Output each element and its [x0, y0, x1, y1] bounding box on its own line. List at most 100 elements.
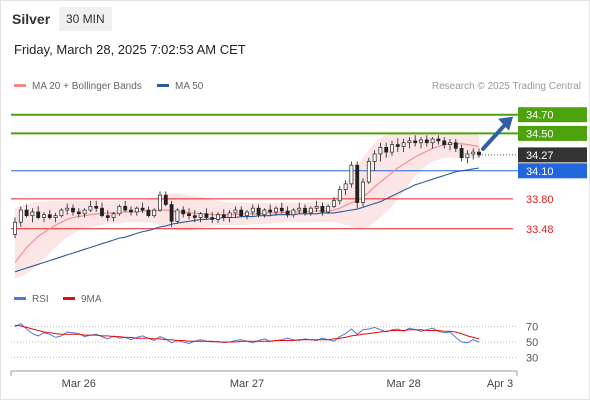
candle: [332, 196, 336, 209]
candle-body: [250, 207, 255, 213]
candle: [47, 210, 52, 220]
candle: [30, 208, 35, 223]
candle: [18, 206, 23, 227]
candle: [465, 150, 470, 164]
candle: [169, 200, 174, 227]
legend-rsi-ma-swatch: [63, 296, 75, 300]
candle-body: [407, 140, 412, 144]
legend-ma20: MA 20 + Bollinger Bands: [14, 81, 142, 92]
candle-body: [401, 142, 406, 147]
candle: [297, 202, 302, 214]
legend-ma50-label: MA 50: [175, 81, 204, 92]
candle-body: [233, 209, 238, 214]
candle: [256, 204, 261, 218]
candle: [372, 150, 377, 171]
candle: [111, 211, 116, 222]
candle: [378, 142, 383, 162]
candle: [221, 209, 226, 222]
x-tick-label: Apr 3: [487, 378, 513, 390]
candle: [187, 208, 191, 220]
candle: [355, 161, 360, 209]
level-label-34.27: 34.27: [526, 150, 554, 162]
candle-body: [129, 209, 133, 213]
candle-body: [314, 205, 319, 209]
candle-body: [13, 221, 17, 235]
candle-body: [169, 204, 174, 222]
candle-body: [320, 205, 325, 213]
candle: [361, 178, 365, 207]
candle: [36, 206, 41, 220]
candle: [245, 210, 249, 220]
candle: [274, 206, 278, 216]
candle-body: [297, 207, 302, 211]
candle-body: [53, 215, 58, 218]
level-label-34.70: 34.70: [526, 110, 554, 122]
candle-body: [30, 211, 35, 217]
candle-body: [413, 140, 418, 144]
candle-body: [71, 207, 75, 213]
candle-body: [42, 214, 46, 218]
candle-body: [187, 213, 191, 217]
candle: [413, 135, 418, 147]
x-tick-label: Mar 26: [62, 378, 96, 390]
level-tag-34.50: [518, 125, 587, 141]
candle-body: [279, 207, 284, 212]
candle: [390, 140, 394, 156]
candle-body: [291, 209, 296, 216]
candle: [227, 210, 232, 223]
candle: [204, 208, 209, 220]
candle-body: [175, 209, 180, 222]
candle: [430, 137, 435, 149]
candle-body: [65, 207, 70, 211]
candle-body: [349, 164, 354, 185]
legend-rsi-swatch: [14, 296, 26, 300]
timeframe-badge[interactable]: 30 MIN: [59, 7, 112, 31]
x-tick-label: Mar 27: [230, 378, 264, 390]
candle: [134, 206, 139, 216]
candle: [13, 217, 17, 239]
candle-body: [442, 140, 447, 145]
legend-rsi-ma: 9MA: [63, 294, 102, 305]
candle-body: [465, 153, 470, 159]
candle: [53, 212, 58, 223]
candle-body: [94, 205, 99, 209]
level-tag-34.70: [518, 107, 587, 123]
candle-body: [192, 215, 197, 218]
candle: [117, 204, 122, 216]
candle-body: [477, 151, 481, 156]
candle: [262, 208, 267, 218]
timestamp: Friday, March 28, 2025 7:02:53 AM CET: [14, 42, 246, 57]
candle: [459, 144, 464, 162]
candle-body: [390, 144, 394, 153]
level-label-33.80: 33.80: [526, 194, 554, 206]
candle-body: [256, 207, 261, 216]
candle-body: [245, 211, 249, 217]
level-tag-34.27: [518, 147, 587, 163]
candle: [59, 208, 64, 218]
candle: [239, 206, 244, 218]
candle: [163, 191, 168, 207]
rsi-tick-label: 30: [526, 352, 538, 364]
candle-body: [24, 209, 29, 217]
candle-body: [326, 205, 331, 213]
candle: [250, 204, 255, 216]
candle: [123, 200, 128, 212]
legend-ma20-swatch: [14, 83, 26, 87]
candle: [343, 180, 348, 196]
candle-body: [372, 153, 377, 162]
candle: [216, 211, 220, 224]
candle-body: [430, 138, 435, 144]
candle-body: [337, 189, 342, 202]
candle-body: [239, 209, 244, 217]
candle: [291, 208, 296, 218]
candle-body: [332, 200, 336, 207]
candle: [192, 210, 197, 223]
candle: [94, 200, 99, 212]
candle-body: [268, 209, 273, 213]
candle-body: [361, 181, 365, 203]
candle-body: [216, 214, 220, 220]
candle-body: [221, 214, 226, 218]
candle: [210, 211, 215, 224]
